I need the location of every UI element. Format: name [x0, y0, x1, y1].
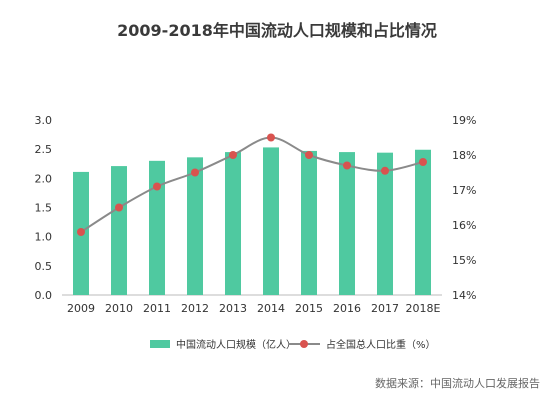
legend-line-marker: [300, 339, 308, 348]
chart-legend: 中国流动人口规模（亿人） 占全国总人口比重（%）: [0, 336, 554, 356]
legend-item-bar: 中国流动人口规模（亿人）: [150, 336, 296, 351]
y-left-tick-label: 2.5: [35, 143, 53, 156]
y-left-tick-label: 1.0: [35, 231, 53, 244]
legend-item-line: 占全国总人口比重（%）: [288, 336, 436, 351]
y-left-tick-label: 0.5: [35, 260, 53, 273]
bar: [111, 166, 127, 295]
share-point: [77, 228, 85, 236]
y-right-tick-label: 16%: [452, 219, 476, 232]
x-tick-label: 2016: [333, 302, 361, 315]
y-left-tick-label: 3.0: [35, 114, 53, 127]
source-note: 数据来源：中国流动人口发展报告: [375, 377, 540, 390]
x-tick-label: 2010: [105, 302, 133, 315]
share-point: [267, 133, 275, 142]
x-tick-label: 2012: [181, 302, 209, 315]
bar: [225, 152, 241, 295]
share-point: [343, 161, 351, 170]
y-left-tick-label: 1.5: [35, 202, 53, 215]
x-tick-label: 2017: [371, 302, 399, 315]
x-tick-label: 2015: [295, 302, 323, 315]
legend-line-swatch: [288, 339, 320, 349]
share-point: [153, 182, 161, 191]
y-right-tick-label: 19%: [452, 114, 476, 127]
legend-bar-label: 中国流动人口规模（亿人）: [176, 340, 296, 351]
x-tick-label: 2018E: [406, 302, 441, 315]
share-point: [115, 203, 123, 212]
bar: [149, 160, 165, 295]
bar: [187, 157, 203, 295]
y-right-tick-label: 14%: [452, 289, 476, 302]
y-right-tick-label: 17%: [452, 184, 476, 197]
y-left-tick-label: 0.0: [35, 289, 53, 302]
bar: [415, 149, 431, 295]
x-tick-label: 2009: [67, 302, 95, 315]
x-tick-label: 2014: [257, 302, 285, 315]
y-left-tick-label: 2.0: [35, 172, 53, 185]
legend-bar-swatch: [150, 339, 170, 348]
chart-title: 2009-2018年中国流动人口规模和占比情况: [117, 21, 437, 40]
x-tick-label: 2013: [219, 302, 247, 315]
share-point: [191, 168, 199, 177]
share-point: [419, 158, 427, 166]
bar: [339, 152, 355, 295]
y-right-tick-label: 18%: [452, 149, 476, 162]
legend-line-label: 占全国总人口比重（%）: [326, 340, 436, 351]
share-line: [80, 136, 424, 233]
bar: [301, 150, 317, 295]
x-tick-label: 2011: [143, 302, 171, 315]
share-point: [305, 151, 313, 159]
share-point: [381, 166, 389, 175]
bar: [377, 152, 393, 295]
y-right-tick-label: 15%: [452, 254, 476, 267]
share-point: [229, 151, 237, 159]
bar: [263, 147, 279, 295]
